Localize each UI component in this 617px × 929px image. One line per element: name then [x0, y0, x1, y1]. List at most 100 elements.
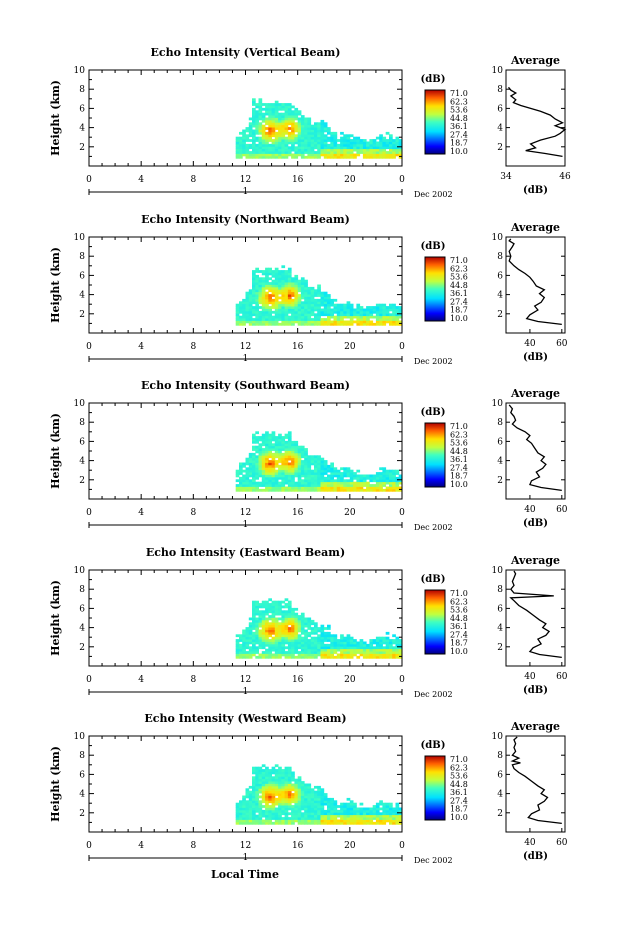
- x-tick-label: 20: [344, 175, 356, 185]
- heatmap-cell: [268, 107, 272, 111]
- heatmap-cell: [278, 484, 282, 487]
- heatmap-cell: [310, 814, 315, 818]
- heatmap-cell: [327, 322, 331, 326]
- heatmap-cell: [258, 619, 263, 623]
- heatmap-cell: [281, 800, 286, 804]
- heatmap-cell: [385, 153, 390, 157]
- heatmap-cell: [265, 814, 269, 818]
- heatmap-cell: [248, 315, 253, 319]
- heatmap-cell: [255, 301, 259, 305]
- heatmap-cell: [304, 646, 308, 650]
- heatmap-cell: [248, 301, 253, 305]
- heatmap-cell: [268, 282, 272, 285]
- heatmap-cell: [356, 146, 361, 150]
- heatmap-cell: [278, 448, 282, 451]
- heatmap-cell: [271, 119, 276, 123]
- heatmap-cell: [375, 488, 380, 492]
- heatmap-cell: [300, 615, 305, 618]
- heatmap-cell: [307, 306, 312, 309]
- heatmap-cell: [239, 320, 243, 324]
- heatmap-cell: [278, 436, 282, 439]
- heatmap-cell: [333, 474, 338, 478]
- heatmap-cell: [271, 469, 276, 473]
- heatmap-cell: [287, 431, 292, 435]
- heatmap-cell: [284, 653, 289, 657]
- heatmap-cell: [261, 474, 266, 478]
- colorbar-label: 71.0: [450, 256, 468, 265]
- heatmap-cell: [242, 151, 246, 154]
- heatmap-cell: [258, 315, 263, 319]
- heatmap-cell: [379, 817, 383, 820]
- heatmap-cell: [278, 143, 282, 147]
- heatmap-cell: [252, 136, 256, 140]
- heatmap-cell: [239, 812, 243, 816]
- heatmap-cell: [255, 286, 259, 290]
- heatmap-cell: [248, 474, 253, 478]
- heatmap-cell: [307, 289, 312, 293]
- heatmap-cell: [314, 155, 318, 159]
- heatmap-cell: [281, 778, 286, 782]
- heatmap-cell: [271, 141, 276, 145]
- heatmap-cell: [278, 769, 282, 772]
- heatmap-cell: [278, 600, 282, 604]
- heatmap: [235, 98, 402, 159]
- heatmap-cell: [392, 486, 396, 490]
- heatmap-cell: [320, 318, 325, 321]
- heatmap-cell: [265, 785, 269, 789]
- heatmap-cell: [271, 151, 276, 154]
- heatmap-cell: [340, 819, 344, 823]
- heatmap-cell: [252, 143, 256, 147]
- heatmap-cell: [327, 624, 331, 628]
- heatmap-cell: [281, 452, 286, 456]
- heatmap-cell: [255, 771, 259, 775]
- panel-title: Echo Intensity (Southward Beam): [141, 379, 350, 392]
- heatmap-cell: [297, 464, 302, 468]
- colorbar-unit: (dB): [421, 241, 446, 252]
- heatmap-cell: [268, 306, 272, 309]
- heatmap-cell: [362, 481, 367, 485]
- heatmap-cell: [340, 641, 344, 645]
- heatmap-cell: [245, 129, 250, 133]
- heatmap-cell: [379, 819, 383, 823]
- heatmap-cell: [307, 294, 312, 297]
- heatmap-cell: [291, 474, 295, 478]
- heatmap-cell: [330, 488, 334, 492]
- heatmap-cell: [268, 641, 272, 645]
- heatmap-cell: [252, 119, 256, 123]
- heatmap-cell: [392, 155, 396, 159]
- heatmap-cell: [287, 776, 292, 780]
- y-tick-label: 6: [79, 104, 85, 114]
- heatmap-cell: [385, 146, 390, 150]
- date-index: 1: [243, 520, 249, 530]
- heatmap-cell: [271, 797, 276, 801]
- heatmap-cell: [323, 648, 328, 652]
- heatmap-cell: [284, 817, 289, 820]
- heatmap-cell: [320, 119, 325, 123]
- heatmap-cell: [265, 318, 269, 321]
- heatmap-cell: [274, 267, 279, 271]
- heatmap-cell: [265, 605, 269, 609]
- heatmap-cell: [235, 812, 240, 816]
- heatmap-cell: [268, 821, 272, 825]
- heatmap-cell: [271, 781, 276, 784]
- heatmap-cell: [317, 636, 321, 640]
- colorbar: [424, 256, 446, 322]
- heatmap-cell: [333, 320, 338, 324]
- heatmap-cell: [333, 310, 338, 314]
- heatmap-cell: [281, 462, 286, 466]
- heatmap-cell: [307, 136, 312, 140]
- heatmap-cell: [268, 146, 272, 150]
- heatmap: [235, 265, 402, 326]
- heatmap-cell: [314, 457, 318, 461]
- heatmap-cell: [317, 460, 321, 463]
- heatmap-cell: [255, 151, 259, 154]
- heatmap-cell: [258, 452, 263, 456]
- heatmap-cell: [278, 141, 282, 145]
- heatmap-cell: [278, 469, 282, 473]
- heatmap-cell: [291, 643, 295, 647]
- heatmap-cell: [261, 129, 266, 133]
- heatmap-cell: [389, 643, 393, 647]
- heatmap-cell: [330, 320, 334, 324]
- heatmap-cell: [366, 146, 370, 150]
- heatmap-cell: [317, 481, 321, 485]
